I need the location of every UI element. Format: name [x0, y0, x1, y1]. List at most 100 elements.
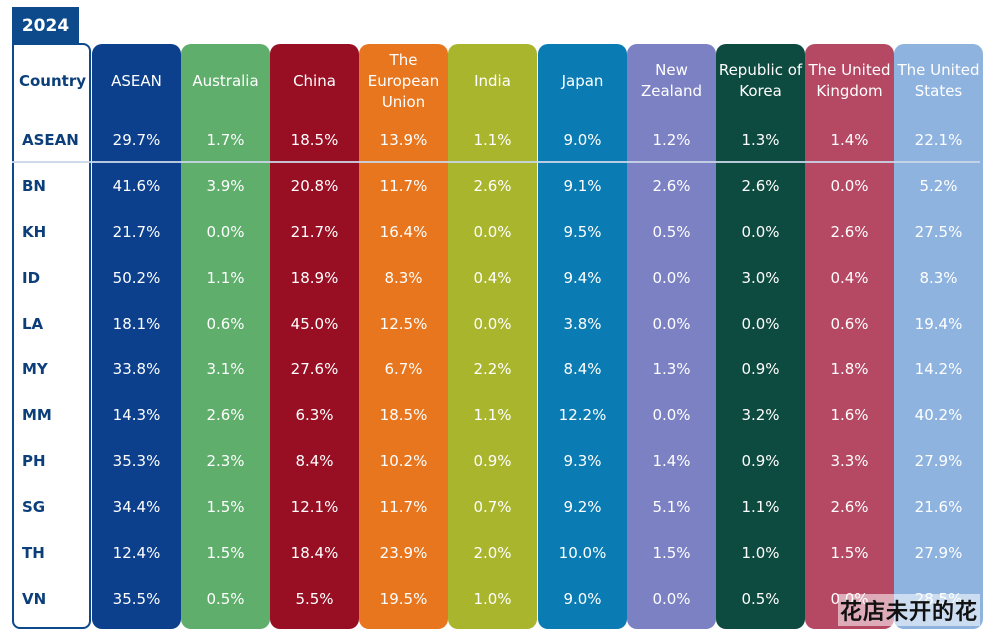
cell-my-china: 27.6%	[290, 359, 339, 378]
column-bg-india	[448, 44, 537, 629]
cell-asean-republic-of-korea: 1.3%	[741, 130, 780, 149]
cell-asean-the-united-states: 22.1%	[914, 130, 963, 149]
cell-bn-india: 2.6%	[473, 176, 512, 195]
row-divider	[12, 161, 980, 163]
cell-ph-india: 0.9%	[473, 451, 512, 470]
cell-th-the-european-union: 23.9%	[379, 543, 428, 562]
cell-bn-republic-of-korea: 2.6%	[741, 176, 780, 195]
cell-sg-the-european-union: 11.7%	[379, 497, 428, 516]
cell-ph-republic-of-korea: 0.9%	[741, 451, 780, 470]
cell-mm-republic-of-korea: 3.2%	[741, 405, 780, 424]
cell-th-the-united-states: 27.9%	[914, 543, 963, 562]
cell-la-india: 0.0%	[473, 314, 512, 333]
column-bg-new-zealand	[627, 44, 716, 629]
cell-my-new-zealand: 1.3%	[652, 359, 691, 378]
country-code-vn: VN	[22, 589, 47, 608]
cell-asean-the-united-kingdom: 1.4%	[830, 130, 869, 149]
cell-kh-india: 0.0%	[473, 222, 512, 241]
cell-ph-asean: 35.3%	[112, 451, 161, 470]
cell-vn-republic-of-korea: 0.5%	[741, 589, 780, 608]
country-column-frame	[12, 43, 91, 629]
country-code-asean: ASEAN	[22, 130, 79, 149]
cell-my-india: 2.2%	[473, 359, 512, 378]
year-label: 2024	[21, 15, 70, 36]
cell-la-republic-of-korea: 0.0%	[741, 314, 780, 333]
cell-la-new-zealand: 0.0%	[652, 314, 691, 333]
cell-my-asean: 33.8%	[112, 359, 161, 378]
cell-la-the-united-kingdom: 0.6%	[830, 314, 869, 333]
cell-la-the-united-states: 19.4%	[914, 314, 963, 333]
cell-asean-australia: 1.7%	[206, 130, 245, 149]
cell-ph-the-european-union: 10.2%	[379, 451, 428, 470]
cell-vn-japan: 9.0%	[563, 589, 602, 608]
cell-vn-new-zealand: 0.0%	[652, 589, 691, 608]
watermark: 花店未开的花	[837, 594, 980, 626]
cell-la-asean: 18.1%	[112, 314, 161, 333]
cell-id-the-united-states: 8.3%	[919, 268, 958, 287]
cell-ph-china: 8.4%	[295, 451, 334, 470]
cell-th-japan: 10.0%	[558, 543, 607, 562]
cell-th-china: 18.4%	[290, 543, 339, 562]
cell-ph-australia: 2.3%	[206, 451, 245, 470]
country-code-id: ID	[22, 268, 41, 287]
country-code-la: LA	[22, 314, 44, 333]
cell-bn-the-european-union: 11.7%	[379, 176, 428, 195]
cell-bn-asean: 41.6%	[112, 176, 161, 195]
cell-vn-australia: 0.5%	[206, 589, 245, 608]
cell-id-china: 18.9%	[290, 268, 339, 287]
country-code-mm: MM	[22, 405, 52, 424]
cell-sg-australia: 1.5%	[206, 497, 245, 516]
cell-bn-new-zealand: 2.6%	[652, 176, 691, 195]
cell-vn-china: 5.5%	[295, 589, 334, 608]
cell-id-japan: 9.4%	[563, 268, 602, 287]
cell-mm-japan: 12.2%	[558, 405, 607, 424]
cell-th-india: 2.0%	[473, 543, 512, 562]
cell-id-australia: 1.1%	[206, 268, 245, 287]
cell-la-australia: 0.6%	[206, 314, 245, 333]
country-code-th: TH	[22, 543, 45, 562]
column-header-the-united-kingdom: The United Kingdom	[808, 61, 891, 100]
cell-sg-japan: 9.2%	[563, 497, 602, 516]
column-bg-the-united-states	[894, 44, 983, 629]
cell-id-asean: 50.2%	[112, 268, 161, 287]
cell-bn-the-united-kingdom: 0.0%	[830, 176, 869, 195]
cell-bn-the-united-states: 5.2%	[919, 176, 958, 195]
cell-bn-japan: 9.1%	[563, 176, 602, 195]
cell-sg-republic-of-korea: 1.1%	[741, 497, 780, 516]
cell-sg-new-zealand: 5.1%	[652, 497, 691, 516]
column-bg-japan	[538, 44, 627, 629]
cell-id-new-zealand: 0.0%	[652, 268, 691, 287]
column-header-the-european-union: The European Union	[367, 50, 440, 111]
cell-my-the-united-states: 14.2%	[914, 359, 963, 378]
cell-la-japan: 3.8%	[563, 314, 602, 333]
cell-ph-the-united-states: 27.9%	[914, 451, 963, 470]
cell-vn-india: 1.0%	[473, 589, 512, 608]
column-header-the-united-states: The United States	[897, 61, 980, 100]
cell-la-china: 45.0%	[290, 314, 339, 333]
cell-mm-the-united-kingdom: 1.6%	[830, 405, 869, 424]
cell-kh-asean: 21.7%	[112, 222, 161, 241]
cell-asean-asean: 29.7%	[112, 130, 161, 149]
cell-kh-republic-of-korea: 0.0%	[741, 222, 780, 241]
column-bg-china	[270, 44, 359, 629]
cell-my-the-united-kingdom: 1.8%	[830, 359, 869, 378]
cell-asean-china: 18.5%	[290, 130, 339, 149]
column-bg-australia	[181, 44, 270, 629]
cell-asean-india: 1.1%	[473, 130, 512, 149]
cell-th-new-zealand: 1.5%	[652, 543, 691, 562]
cell-asean-new-zealand: 1.2%	[652, 130, 691, 149]
cell-kh-japan: 9.5%	[563, 222, 602, 241]
cell-my-japan: 8.4%	[563, 359, 602, 378]
cell-la-the-european-union: 12.5%	[379, 314, 428, 333]
cell-th-republic-of-korea: 1.0%	[741, 543, 780, 562]
cell-my-republic-of-korea: 0.9%	[741, 359, 780, 378]
cell-kh-australia: 0.0%	[206, 222, 245, 241]
cell-sg-india: 0.7%	[473, 497, 512, 516]
year-tab: 2024	[12, 7, 79, 48]
cell-id-the-european-union: 8.3%	[384, 268, 423, 287]
cell-id-the-united-kingdom: 0.4%	[830, 268, 869, 287]
cell-mm-the-united-states: 40.2%	[914, 405, 963, 424]
column-bg-the-european-union	[359, 44, 448, 629]
cell-ph-the-united-kingdom: 3.3%	[830, 451, 869, 470]
column-header-india: India	[474, 71, 511, 90]
